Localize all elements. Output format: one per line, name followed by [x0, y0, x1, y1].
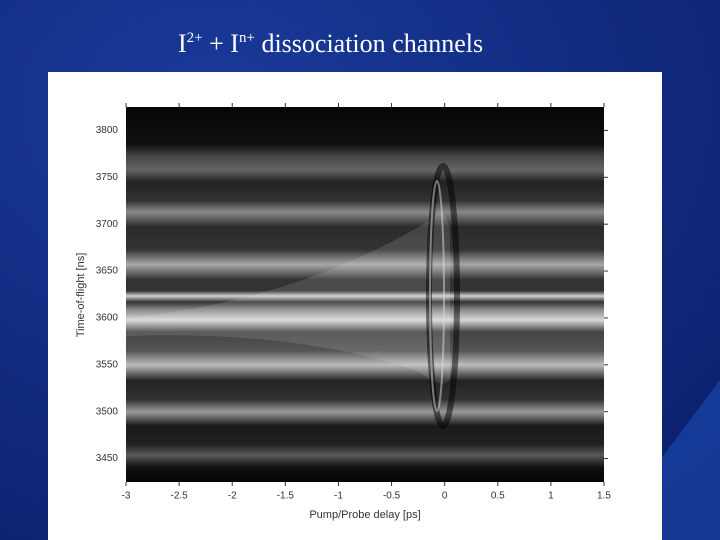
plot-area	[126, 107, 604, 482]
x-tick-label: -3	[122, 491, 131, 502]
y-tick-label: 3800	[96, 125, 119, 136]
y-tick-label: 3450	[96, 453, 119, 464]
heatmap-feature	[429, 180, 445, 412]
x-tick-label: 0.5	[491, 491, 505, 502]
heatmap-feature	[126, 212, 450, 384]
slide-title: I2+ + In+ dissociation channels	[178, 29, 483, 58]
x-tick-label: 0	[442, 491, 448, 502]
x-tick-label: -0.5	[383, 491, 401, 502]
y-tick-label: 3700	[96, 219, 119, 230]
x-tick-label: -2.5	[170, 491, 188, 502]
y-tick-label: 3600	[96, 313, 119, 324]
x-tick-label: 1	[548, 491, 554, 502]
x-tick-label: -1	[334, 491, 343, 502]
y-tick-label: 3500	[96, 406, 119, 417]
x-tick-label: -1.5	[277, 491, 295, 502]
x-tick-label: -2	[228, 491, 237, 502]
heatmap-image	[126, 107, 604, 482]
x-axis-label: Pump/Probe delay [ps]	[309, 509, 420, 521]
y-tick-label: 3550	[96, 359, 119, 370]
y-axis-label: Time-of-flight [ns]	[75, 253, 87, 338]
x-tick-label: 1.5	[597, 491, 611, 502]
y-tick-label: 3650	[96, 266, 119, 277]
y-tick-label: 3750	[96, 172, 119, 183]
